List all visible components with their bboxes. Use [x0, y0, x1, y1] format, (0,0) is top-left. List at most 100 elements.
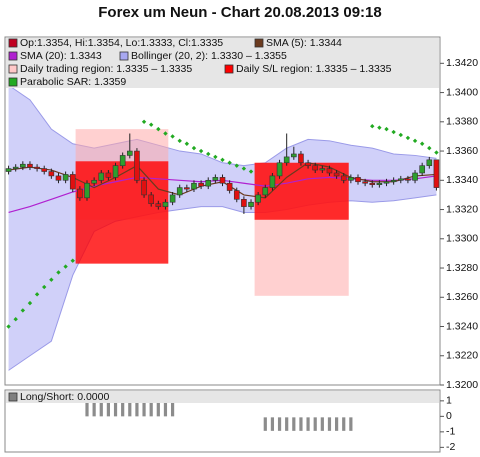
legend-label: SMA (20): 1.3343	[20, 50, 102, 62]
sar-dot	[70, 258, 75, 263]
candle-body	[162, 201, 169, 207]
bar	[170, 402, 175, 417]
sar-dot	[49, 277, 54, 282]
sar-dot	[6, 324, 11, 329]
stop-loss-region	[254, 162, 349, 220]
candle-body	[340, 175, 347, 181]
candle-body	[41, 168, 48, 172]
bar	[334, 417, 339, 431]
legend-swatch	[8, 392, 18, 402]
legend-swatch	[119, 51, 129, 61]
candle-body	[155, 203, 162, 207]
bar	[327, 417, 332, 431]
candle-body	[312, 165, 319, 171]
sar-dot	[206, 151, 211, 157]
chart-title: Forex um Neun - Chart 20.08.2013 09:18	[98, 4, 381, 21]
bar	[306, 417, 310, 431]
candle-body	[319, 168, 326, 171]
sar-dot	[34, 292, 40, 297]
bar	[92, 402, 96, 417]
candle-body	[27, 163, 33, 168]
y-tick-label: 1.3360	[446, 145, 478, 157]
candle-body	[212, 177, 219, 181]
sar-dot	[20, 308, 26, 313]
bar	[156, 402, 160, 417]
candle-body	[91, 179, 97, 184]
candle-body	[77, 188, 83, 199]
y-tick-label: 1	[446, 395, 452, 407]
legend-label: Op:1.3354, Hi:1.3354, Lo:1.3333, Cl:1.33…	[20, 37, 223, 49]
bar	[263, 417, 267, 431]
bar	[292, 417, 296, 431]
candle-body	[184, 187, 190, 190]
legend-box	[6, 391, 439, 403]
candle-body	[112, 165, 119, 178]
candle-body	[305, 162, 311, 166]
bar	[285, 417, 289, 431]
legend-box	[6, 38, 439, 88]
sar-dot	[412, 138, 418, 144]
candle-body	[433, 159, 440, 188]
candle-body	[34, 166, 40, 169]
sar-dot	[177, 138, 182, 144]
candle-body	[191, 182, 197, 190]
candle-body	[55, 175, 62, 181]
bar	[349, 417, 353, 431]
bar	[106, 402, 111, 417]
candle-body	[5, 168, 12, 172]
legend-label: SMA (5): 1.3344	[266, 37, 342, 49]
y-tick-label: 1.3240	[446, 320, 478, 332]
candle-body	[20, 163, 26, 168]
candle-body	[169, 194, 176, 203]
sar-dot	[27, 300, 33, 306]
candle-body	[283, 156, 290, 164]
candle-body	[48, 171, 55, 177]
sar-dot	[391, 129, 396, 135]
candle-body	[383, 181, 390, 184]
legend-swatch	[8, 38, 18, 48]
sar-dot	[398, 132, 403, 138]
sar-dot	[213, 154, 218, 160]
y-tick-label: 1.3380	[446, 116, 478, 128]
legend-label: Daily S/L region: 1.3335 – 1.3335	[236, 63, 392, 75]
candle-body	[134, 150, 140, 181]
sar-dot	[170, 134, 175, 139]
candle-body	[126, 150, 133, 156]
candle-body	[397, 178, 404, 181]
candle-body	[84, 182, 90, 199]
sar-dot	[248, 169, 254, 174]
candle-body	[405, 178, 411, 181]
y-tick-label: 1.3200	[446, 379, 478, 391]
sar-dot	[220, 157, 225, 163]
bar	[163, 402, 168, 417]
sar-dot	[13, 317, 18, 322]
bar	[299, 417, 303, 431]
sar-dot	[434, 150, 439, 155]
sar-dot	[63, 264, 68, 269]
candle-body	[426, 159, 433, 166]
sar-dot	[377, 125, 382, 130]
y-tick-label: 1.3420	[446, 57, 478, 69]
candle-body	[333, 172, 340, 177]
y-tick-label: 1.3300	[446, 233, 478, 245]
y-tick-label: 1.3220	[446, 350, 478, 362]
y-tick-label: 0	[446, 410, 452, 422]
plot-area	[5, 84, 440, 371]
candle-body	[390, 179, 397, 183]
sar-dot	[241, 166, 247, 171]
sar-dot	[370, 123, 375, 129]
bar	[320, 417, 324, 431]
sar-dot	[156, 126, 161, 132]
legend-swatch	[8, 51, 18, 61]
candle-body	[291, 153, 297, 158]
y-tick-label: 1.3340	[446, 174, 478, 186]
legend-swatch	[8, 64, 18, 74]
bar	[142, 402, 146, 417]
y-tick-label: -1	[446, 426, 455, 438]
candle-body	[241, 199, 247, 207]
y-tick-label: 1.3280	[446, 262, 478, 274]
candle-body	[255, 194, 261, 203]
bar	[128, 402, 132, 417]
bar	[85, 402, 89, 417]
